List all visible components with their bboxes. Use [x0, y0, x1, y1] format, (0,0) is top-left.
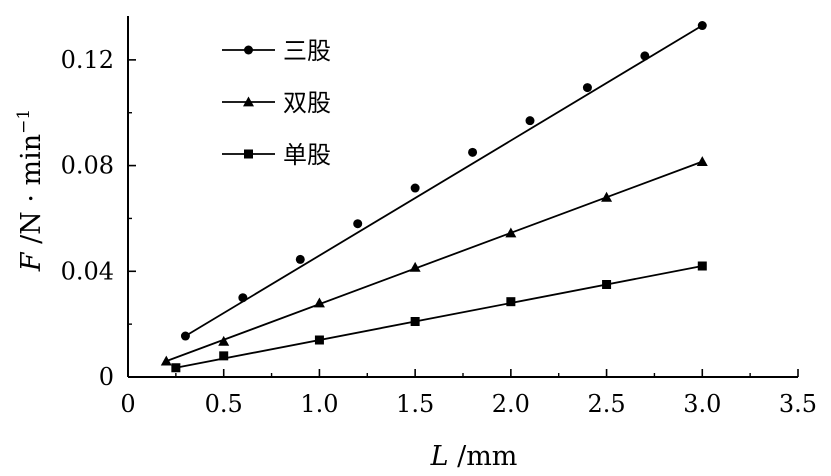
data-point-circle: [410, 183, 420, 193]
data-point-square: [314, 335, 324, 345]
x-tick-label: 3.5: [779, 390, 817, 418]
data-point-circle: [582, 83, 592, 93]
y-tick-label: 0: [99, 363, 114, 391]
fit-line: [184, 24, 703, 337]
data-point-square: [602, 280, 612, 290]
legend-item: 单股: [222, 141, 331, 169]
series-layer: [160, 21, 708, 373]
data-point-circle: [180, 331, 190, 341]
legend-label: 单股: [283, 141, 331, 169]
data-point-triangle: [409, 261, 421, 272]
data-point-circle: [468, 147, 478, 157]
fit-line: [175, 265, 703, 369]
data-point-square: [410, 317, 420, 327]
y-tick-label: 0.04: [61, 257, 114, 285]
series-circle: [180, 21, 707, 341]
data-point-circle: [525, 116, 535, 126]
series-square: [171, 261, 707, 373]
series-triangle: [160, 156, 708, 366]
x-tick-label: 1.0: [300, 390, 338, 418]
data-point-circle: [697, 21, 707, 31]
data-point-triangle: [601, 191, 613, 202]
y-tick-label: 0.12: [61, 46, 114, 74]
y-axis-title: F /N · min−1: [14, 109, 47, 272]
fit-line: [165, 160, 703, 362]
legend-label: 双股: [283, 89, 331, 117]
x-tick-label: 3.0: [683, 390, 721, 418]
y-tick-label: 0.08: [61, 152, 114, 180]
x-tick-label: 2.5: [587, 390, 625, 418]
legend-label: 三股: [283, 37, 331, 65]
x-tick-label: 1.5: [396, 390, 434, 418]
x-tick-label: 2.0: [492, 390, 530, 418]
legend-marker: [244, 45, 253, 55]
data-point-circle: [295, 254, 305, 264]
data-point-circle: [640, 51, 650, 61]
legend-marker: [244, 149, 253, 159]
data-point-circle: [353, 219, 363, 229]
data-point-triangle: [696, 156, 708, 167]
axes: 0 0.5 1.0 1.5 2.0 2.5 3.0 3.5 0 0.04 0.08 0.12: [61, 16, 817, 418]
x-tick-label: 0.5: [205, 390, 243, 418]
data-point-triangle: [160, 355, 172, 366]
data-point-circle: [238, 293, 248, 303]
data-point-square: [171, 363, 181, 373]
data-point-square: [506, 297, 516, 307]
x-axis-title: L /mm: [430, 441, 518, 472]
data-point-triangle: [505, 227, 517, 238]
data-point-square: [219, 351, 229, 361]
data-point-triangle: [313, 297, 325, 308]
data-point-square: [697, 261, 707, 271]
legend-marker: [243, 96, 254, 107]
legend-item: 双股: [222, 89, 331, 117]
data-point-triangle: [218, 335, 230, 346]
x-tick-label: 0: [120, 390, 135, 418]
legend-item: 三股: [222, 37, 331, 65]
